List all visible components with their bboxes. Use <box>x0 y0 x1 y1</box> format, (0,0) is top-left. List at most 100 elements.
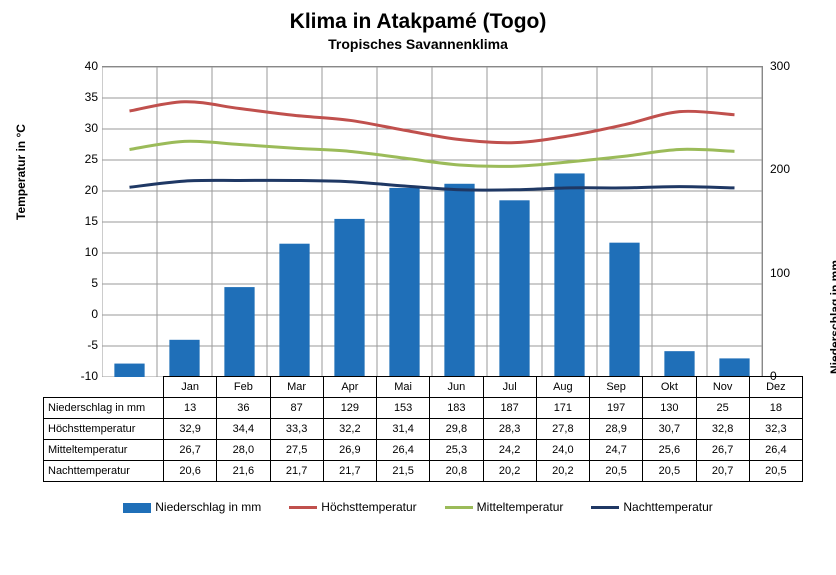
legend-item: Niederschlag in mm <box>123 500 261 514</box>
row-label: Höchsttemperatur <box>44 419 164 440</box>
month-header: Jul <box>483 377 536 398</box>
table-cell: 27,5 <box>270 440 323 461</box>
table-cell: 20,8 <box>430 461 483 482</box>
y-axis-right-label: Niederschlag in mm <box>828 260 836 374</box>
chart-subtitle: Tropisches Savannenklima <box>0 34 836 52</box>
bar <box>114 364 144 377</box>
table-cell: 21,7 <box>323 461 376 482</box>
bar <box>389 188 419 377</box>
table-row: Nachttemperatur20,621,621,721,721,520,82… <box>44 461 803 482</box>
table-cell: 130 <box>643 398 696 419</box>
month-header: Aug <box>536 377 589 398</box>
table-cell: 31,4 <box>377 419 430 440</box>
table-cell: 26,4 <box>377 440 430 461</box>
month-header: Dez <box>749 377 802 398</box>
bar <box>444 184 474 377</box>
table-cell: 25,3 <box>430 440 483 461</box>
legend-swatch <box>445 506 473 509</box>
table-row: Niederschlag in mm1336871291531831871711… <box>44 398 803 419</box>
plot-area <box>102 66 763 377</box>
table-cell: 32,8 <box>696 419 749 440</box>
legend-item: Mitteltemperatur <box>445 500 564 514</box>
month-header: Mai <box>377 377 430 398</box>
bar <box>334 219 364 377</box>
row-label: Nachttemperatur <box>44 461 164 482</box>
legend-swatch <box>591 506 619 509</box>
table-cell: 33,3 <box>270 419 323 440</box>
month-header: Sep <box>590 377 643 398</box>
table-cell: 32,2 <box>323 419 376 440</box>
legend-label: Nachttemperatur <box>623 500 712 514</box>
table-cell: 34,4 <box>217 419 270 440</box>
table-cell: 32,3 <box>749 419 802 440</box>
table-cell: 21,7 <box>270 461 323 482</box>
legend: Niederschlag in mm Höchsttemperatur Mittel… <box>0 500 836 514</box>
table-cell: 171 <box>536 398 589 419</box>
chart-page: Klima in Atakpamé (Togo) Tropisches Sava… <box>0 0 836 575</box>
table-cell: 18 <box>749 398 802 419</box>
month-header: Okt <box>643 377 696 398</box>
bar <box>499 200 529 377</box>
month-header: Jan <box>164 377 217 398</box>
legend-label: Niederschlag in mm <box>155 500 261 514</box>
y-axis-right-ticks: 0100200300 <box>766 66 802 376</box>
row-label: Mitteltemperatur <box>44 440 164 461</box>
table-cell: 13 <box>164 398 217 419</box>
table-cell: 20,5 <box>590 461 643 482</box>
table-cell: 24,0 <box>536 440 589 461</box>
bar <box>169 340 199 377</box>
table-row: Höchsttemperatur32,934,433,332,231,429,8… <box>44 419 803 440</box>
table-cell: 26,9 <box>323 440 376 461</box>
table-cell: 27,8 <box>536 419 589 440</box>
bar <box>719 358 749 377</box>
table-cell: 26,7 <box>164 440 217 461</box>
bar <box>609 243 639 377</box>
chart-title: Klima in Atakpamé (Togo) <box>0 0 836 34</box>
table-cell: 25 <box>696 398 749 419</box>
bar <box>224 287 254 377</box>
table-cell: 20,2 <box>483 461 536 482</box>
month-header: Jun <box>430 377 483 398</box>
y-axis-left-label: Temperatur in °C <box>14 124 28 220</box>
table-cell: 153 <box>377 398 430 419</box>
table-cell: 28,0 <box>217 440 270 461</box>
table-cell: 197 <box>590 398 643 419</box>
table-cell: 129 <box>323 398 376 419</box>
table-cell: 26,4 <box>749 440 802 461</box>
table-cell: 21,6 <box>217 461 270 482</box>
legend-label: Höchsttemperatur <box>321 500 416 514</box>
legend-label: Mitteltemperatur <box>477 500 564 514</box>
table-cell: 24,7 <box>590 440 643 461</box>
table-cell: 29,8 <box>430 419 483 440</box>
table-cell: 183 <box>430 398 483 419</box>
month-header: Feb <box>217 377 270 398</box>
bar <box>664 351 694 377</box>
month-header: Mar <box>270 377 323 398</box>
table-cell: 187 <box>483 398 536 419</box>
y-axis-left-ticks: -10-50510152025303540 <box>62 66 98 376</box>
month-header: Nov <box>696 377 749 398</box>
table-cell: 20,6 <box>164 461 217 482</box>
data-table: JanFebMarAprMaiJunJulAugSepOktNovDez Nied… <box>43 376 803 482</box>
table-row: Mitteltemperatur26,728,027,526,926,425,3… <box>44 440 803 461</box>
table-cell: 36 <box>217 398 270 419</box>
table-cell: 25,6 <box>643 440 696 461</box>
table-cell: 26,7 <box>696 440 749 461</box>
table-cell: 24,2 <box>483 440 536 461</box>
legend-swatch <box>123 503 151 513</box>
table-cell: 28,3 <box>483 419 536 440</box>
row-label: Niederschlag in mm <box>44 398 164 419</box>
bar <box>554 173 584 377</box>
month-header: Apr <box>323 377 376 398</box>
table-cell: 28,9 <box>590 419 643 440</box>
table-cell: 20,5 <box>749 461 802 482</box>
legend-item: Höchsttemperatur <box>289 500 416 514</box>
table-cell: 87 <box>270 398 323 419</box>
table-cell: 20,5 <box>643 461 696 482</box>
plot-svg <box>102 67 762 377</box>
bar <box>279 244 309 377</box>
table-cell: 20,7 <box>696 461 749 482</box>
table-cell: 20,2 <box>536 461 589 482</box>
table-cell: 30,7 <box>643 419 696 440</box>
legend-item: Nachttemperatur <box>591 500 712 514</box>
